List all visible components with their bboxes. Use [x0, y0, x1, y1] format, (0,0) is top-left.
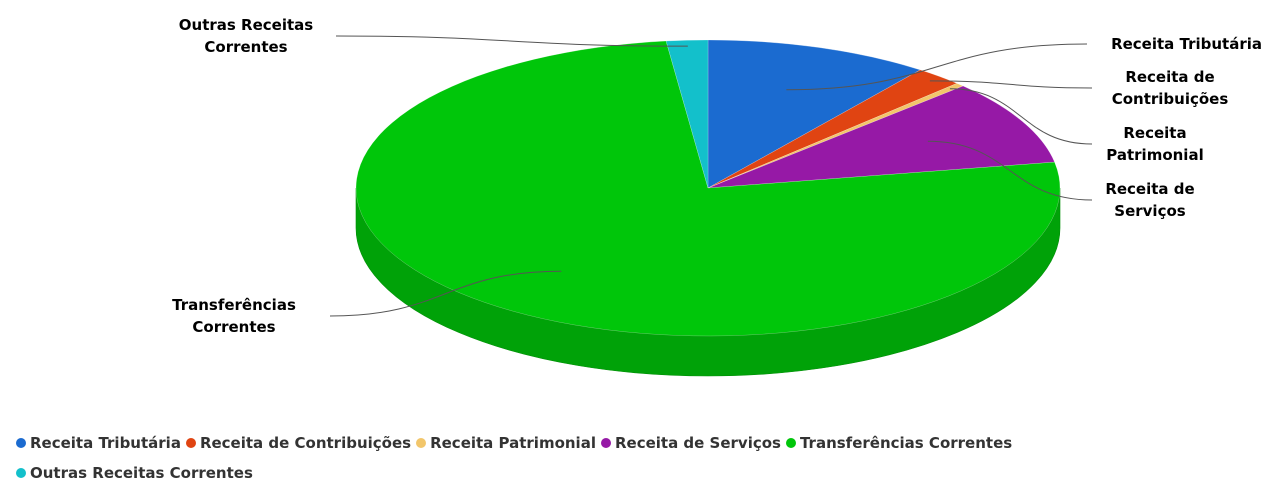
pie-slice-outras-receitas-correntes — [665, 39, 709, 189]
pie-chart: Receita Tributária Receita de Contribuiçõe… — [172, 16, 1262, 377]
leader-line-outras-receitas-correntes — [335, 35, 688, 47]
legend-marker — [185, 438, 196, 448]
legend-label: Transferências Correntes — [799, 434, 1013, 452]
legend-label: Outras Receitas Correntes — [30, 464, 253, 482]
legend-label: Receita de Serviços — [614, 434, 781, 452]
pie-slice-receita-patrimonial — [707, 83, 964, 189]
legend-label: Receita de Contribuições — [199, 434, 412, 452]
leader-line-transferencias-correntes — [329, 270, 562, 317]
slice-label-receita-patrimonial: Receita Patrimonial — [1106, 124, 1203, 164]
slice-labels: Receita Tributária Receita de Contribuiçõe… — [172, 16, 1262, 336]
pie-slice-receita-de-contribuicoes — [707, 69, 958, 189]
legend-label: Receita Tributária — [30, 434, 181, 452]
pie-slice-receita-tributaria — [707, 39, 921, 189]
slice-label-receita-tributaria: Receita Tributária — [1111, 35, 1262, 53]
leader-lines — [329, 35, 1093, 317]
legend-marker — [416, 438, 427, 448]
legend-marker — [16, 438, 26, 448]
legend-item-receita-de-servicos[interactable]: Receita de Serviços — [600, 428, 781, 458]
legend-marker — [600, 438, 611, 448]
slice-label-transferencias-correntes: Transferências Correntes — [172, 296, 296, 336]
legend-item-transferencias-correntes[interactable]: Transferências Correntes — [785, 428, 1013, 458]
legend-label: Receita Patrimonial — [430, 434, 596, 452]
legend-item-receita-tributaria[interactable]: Receita Tributária — [16, 428, 181, 458]
pie-slice-transferencias-correntes — [355, 40, 1061, 337]
legend-marker — [785, 438, 796, 448]
leader-line-receita-tributaria — [786, 43, 1088, 91]
slice-label-receita-de-contribuicoes: Receita de Contribuições — [1112, 68, 1229, 108]
leader-line-receita-patrimonial — [949, 88, 1093, 145]
legend-item-outras-receitas-correntes[interactable]: Outras Receitas Correntes — [16, 458, 253, 488]
slice-label-receita-de-servicos: Receita de Serviços — [1105, 180, 1194, 220]
legend-item-receita-de-contribuicoes[interactable]: Receita de Contribuições — [185, 428, 412, 458]
pie-top — [355, 39, 1061, 337]
legend-marker — [16, 468, 26, 478]
slice-label-outras-receitas-correntes: Outras Receitas Correntes — [179, 16, 313, 56]
pie-slice-receita-de-servicos — [707, 85, 1055, 189]
leader-line-receita-de-contribuicoes — [929, 80, 1093, 89]
legend-item-receita-patrimonial[interactable]: Receita Patrimonial — [416, 428, 596, 458]
leader-line-receita-de-servicos — [927, 140, 1093, 201]
chart-legend: Receita Tributária Receita de Contribuiçõ… — [16, 428, 1246, 488]
